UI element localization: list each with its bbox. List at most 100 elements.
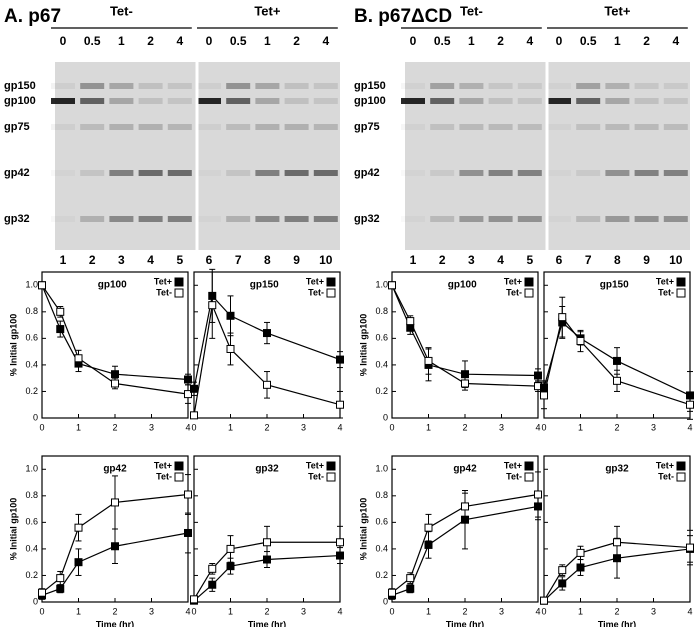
point — [38, 588, 46, 597]
x-tick-label: 1 — [76, 422, 81, 432]
point — [190, 595, 198, 604]
gel-band — [430, 216, 455, 222]
time-label: 4 — [526, 34, 533, 48]
y-tick-label: 0.8 — [375, 490, 388, 500]
gel-band — [226, 124, 251, 130]
point — [226, 311, 235, 320]
x-tick-label: 0 — [541, 422, 546, 432]
time-label: 2 — [643, 34, 650, 48]
point — [208, 580, 217, 589]
time-label: 0 — [60, 34, 67, 48]
time-label: 1 — [468, 34, 475, 48]
band-label: gp100 — [354, 95, 386, 107]
gel-band — [605, 98, 630, 104]
point — [111, 370, 119, 379]
gel-band — [430, 98, 455, 104]
band-label: gp75 — [4, 121, 30, 133]
point — [111, 498, 119, 507]
gel-band — [138, 83, 163, 89]
y-tick-label: 1.0 — [25, 280, 38, 290]
gel-band — [51, 216, 75, 222]
legend-marker — [326, 461, 336, 471]
y-tick-label: 1.0 — [375, 464, 388, 474]
legend-marker — [326, 277, 336, 287]
time-label: 0 — [410, 34, 417, 48]
y-tick-label: 0.4 — [25, 359, 38, 369]
point — [534, 371, 542, 380]
gel-band — [401, 124, 425, 130]
x-tick-label: 4 — [185, 422, 190, 432]
time-label: 2 — [147, 34, 154, 48]
legend-marker — [174, 288, 184, 298]
legend-label: Tet- — [308, 287, 324, 297]
chart-title: gp32 — [605, 464, 629, 475]
x-tick-label: 3 — [499, 606, 504, 616]
x-tick-label: 2 — [112, 422, 117, 432]
lane-number: 5 — [176, 253, 183, 267]
time-label: 4 — [176, 34, 183, 48]
gel-band — [197, 216, 221, 222]
point — [184, 390, 192, 399]
y-tick-label: 0.2 — [375, 570, 388, 580]
point — [190, 411, 198, 420]
y-tick-label: 0.8 — [25, 306, 38, 316]
gel-band — [51, 124, 75, 130]
gel-band — [167, 216, 192, 222]
legend-marker — [676, 277, 686, 287]
gel-band — [459, 83, 484, 89]
time-label: 0.5 — [580, 34, 597, 48]
x-tick-label: 2 — [614, 606, 619, 616]
band-label: gp32 — [354, 213, 380, 225]
point — [336, 538, 344, 547]
gel-band — [663, 216, 688, 222]
y-tick-label: 0 — [383, 412, 388, 422]
point — [558, 579, 567, 588]
gel-band — [634, 216, 659, 222]
point — [263, 380, 271, 389]
gel-band — [663, 98, 688, 104]
gel-band — [517, 83, 542, 89]
x-tick-label: 2 — [462, 422, 467, 432]
point — [686, 400, 694, 409]
point — [336, 355, 344, 364]
gel-band — [663, 124, 688, 130]
y-tick-label: 1.0 — [375, 280, 388, 290]
time-label: 0 — [206, 34, 213, 48]
y-axis-label: % Initial gp100 — [358, 498, 368, 561]
legend-label: Tet- — [308, 471, 324, 481]
point — [406, 574, 415, 583]
gel-band — [109, 124, 134, 130]
panel-label: A. p67 — [4, 6, 61, 27]
x-tick-label: 4 — [185, 606, 190, 616]
x-tick-label: 1 — [228, 606, 233, 616]
gel-band — [605, 170, 630, 176]
x-tick-label: 0 — [389, 422, 394, 432]
gel-band — [167, 98, 192, 104]
x-tick-label: 1 — [76, 606, 81, 616]
point — [576, 548, 585, 557]
gel-band — [605, 216, 630, 222]
lane-number: 5 — [526, 253, 533, 267]
y-tick-label: 0 — [383, 596, 388, 606]
x-tick-label: 2 — [614, 422, 619, 432]
gel-band — [547, 83, 571, 89]
y-tick-label: 0.6 — [25, 517, 38, 527]
gel-band — [576, 170, 601, 176]
legend-label: Tet- — [156, 471, 172, 481]
lane-number: 10 — [319, 253, 333, 267]
y-tick-label: 0.6 — [375, 517, 388, 527]
point — [56, 574, 65, 583]
legend-marker — [676, 472, 686, 482]
gel-band — [547, 170, 571, 176]
panel-label: B. p67ΔCD — [354, 6, 452, 27]
legend-label: Tet- — [506, 471, 522, 481]
x-tick-label: 1 — [578, 422, 583, 432]
point — [263, 538, 271, 547]
x-tick-label: 4 — [535, 606, 540, 616]
legend-label: Tet+ — [154, 276, 172, 286]
point — [613, 376, 621, 385]
gel-band — [109, 83, 134, 89]
x-tick-label: 2 — [264, 606, 269, 616]
y-tick-label: 0.8 — [375, 306, 388, 316]
gel-band — [634, 170, 659, 176]
